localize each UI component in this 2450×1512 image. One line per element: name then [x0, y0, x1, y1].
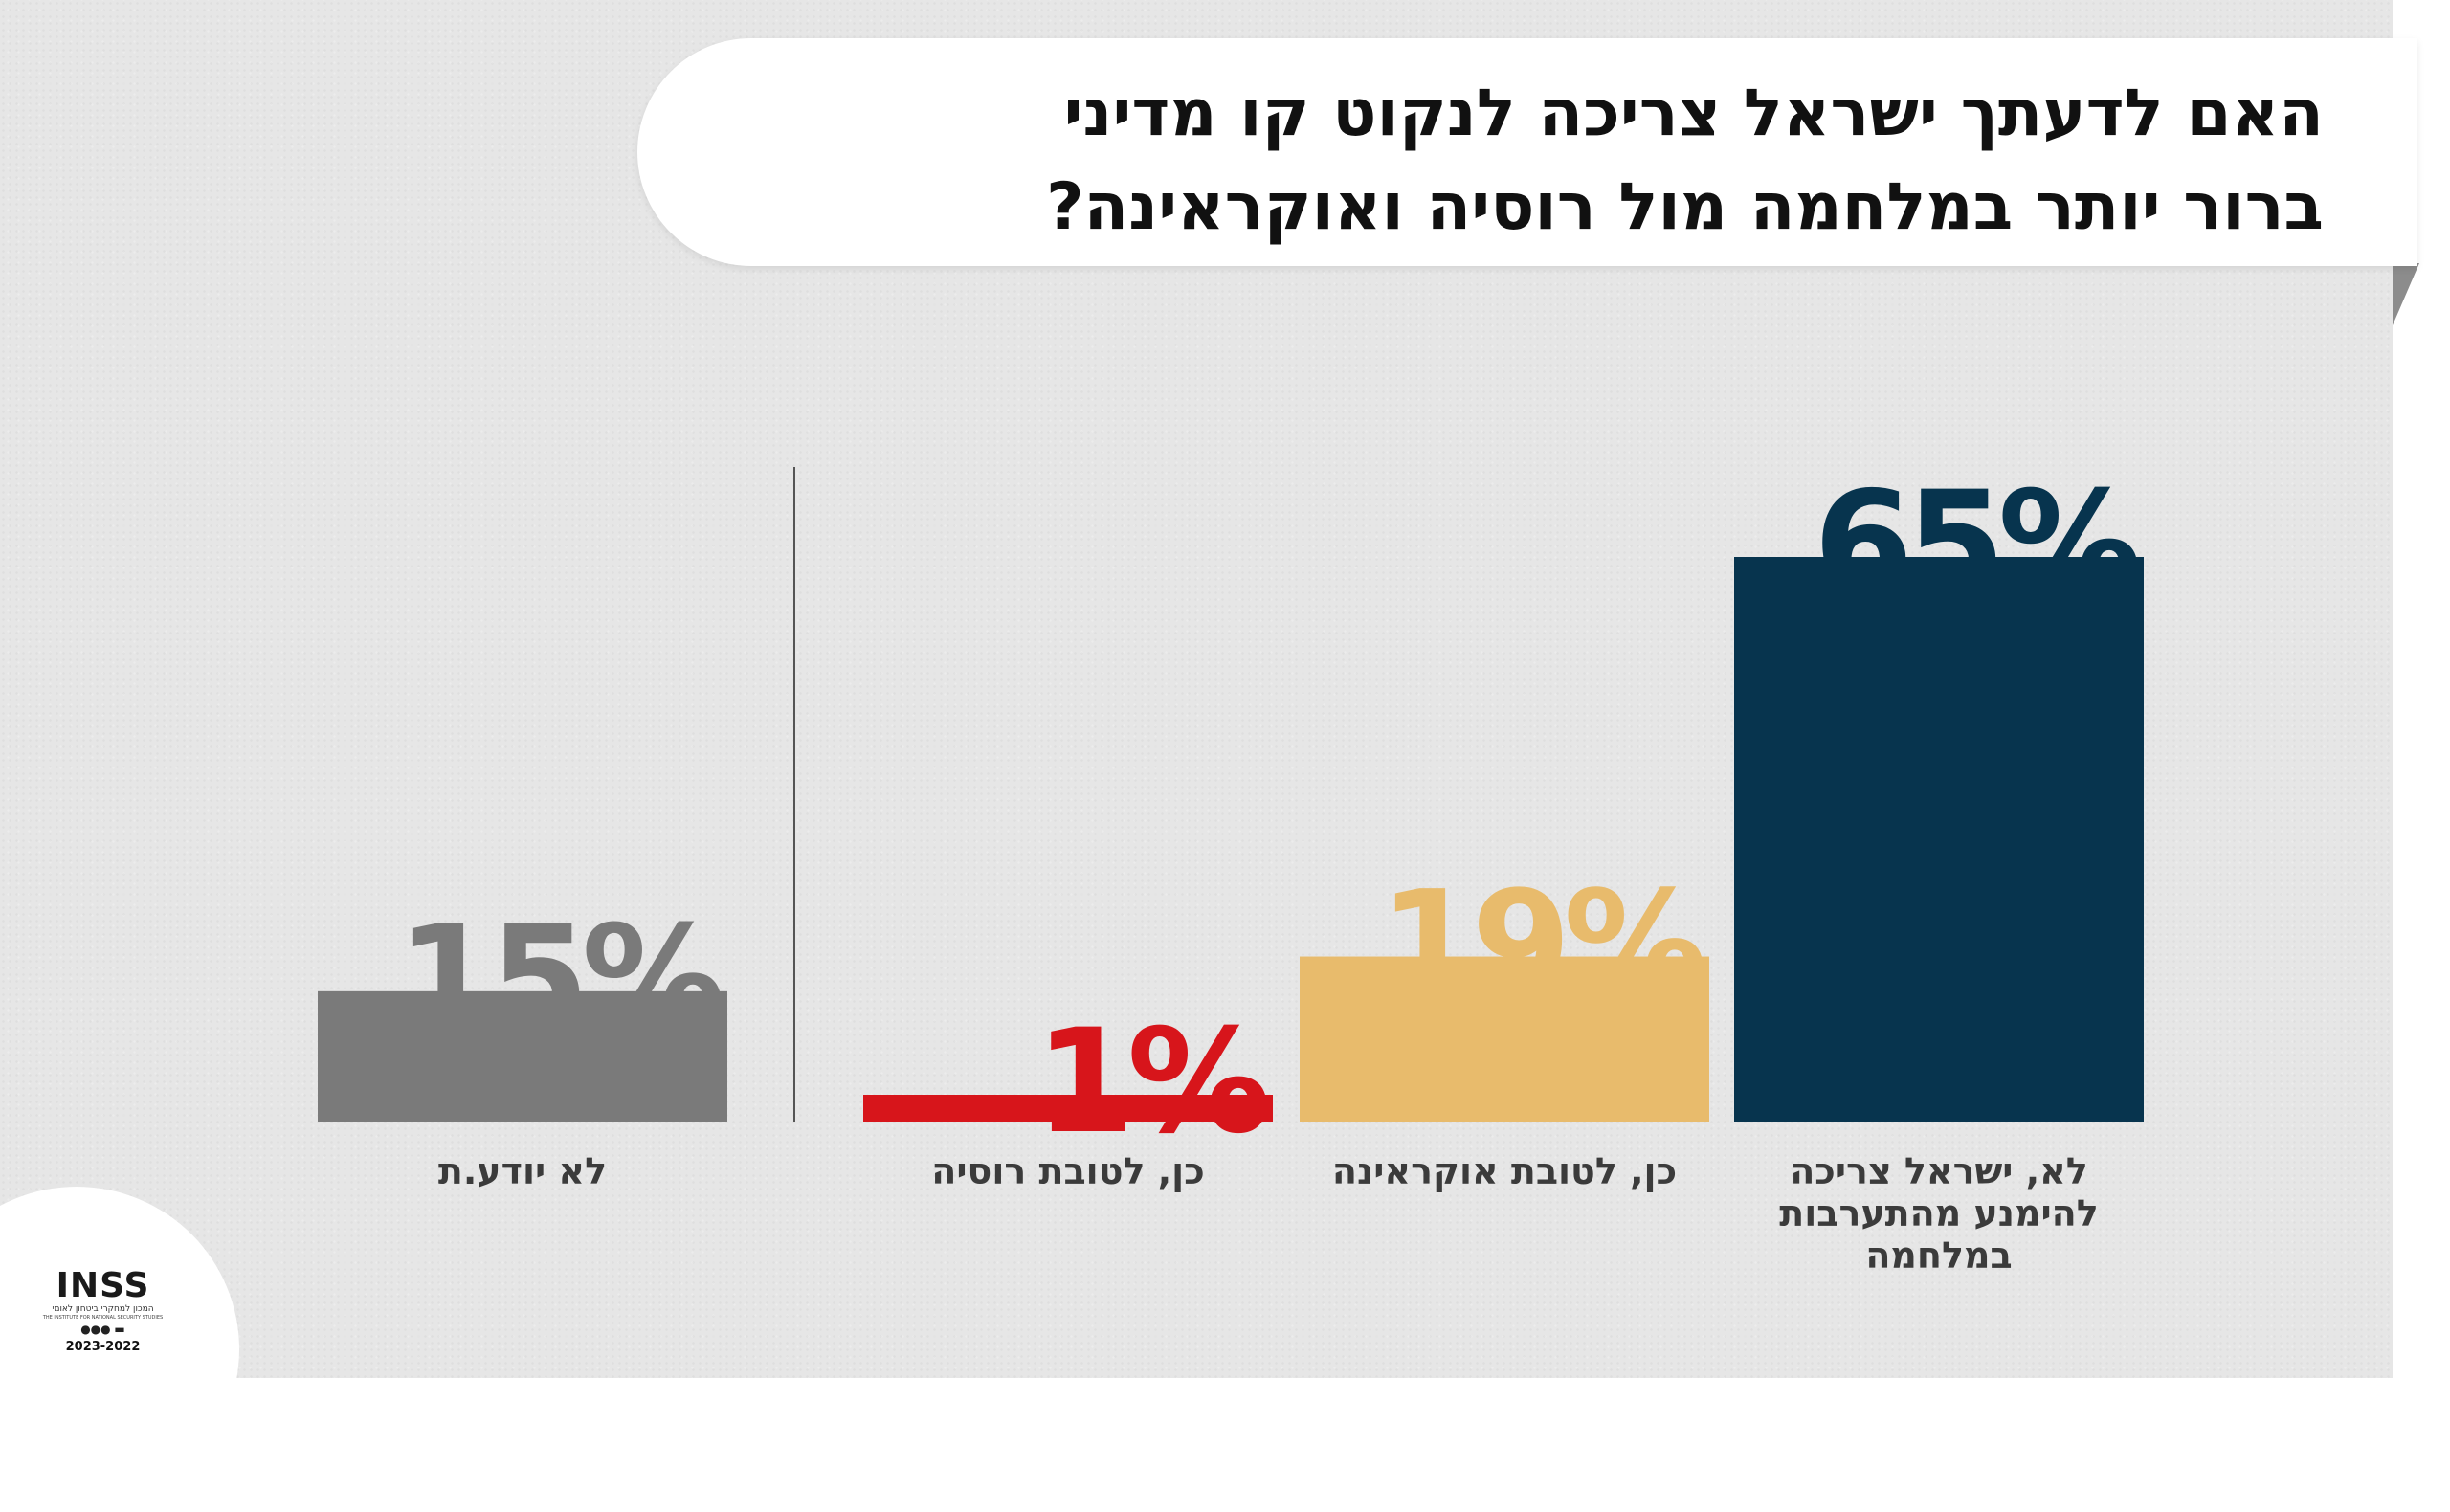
logo-years: 2023-2022: [65, 1340, 141, 1354]
page-fold-corner: [2393, 263, 2419, 325]
bar-chart-svg: 65%19%1%15%: [318, 461, 2146, 1166]
bar: [863, 1095, 1273, 1122]
category-label: כן, לטובת רוסיה: [931, 1150, 1205, 1192]
category-label: לא יודע.ת: [437, 1150, 608, 1192]
title-banner: האם לדעתך ישראל צריכה לנקוט קו מדיני ברו…: [637, 38, 2417, 266]
chart-title: האם לדעתך ישראל צריכה לנקוט קו מדיני ברו…: [1046, 76, 2324, 245]
bar: [1300, 956, 1709, 1122]
bar: [1734, 557, 2144, 1122]
logo-partner-icons: ●●● ▬: [80, 1323, 125, 1336]
category-label: לא, ישראל צריכה להימנע מהתערבות במלחמה: [1779, 1150, 2099, 1277]
bar: [318, 990, 727, 1122]
logo-subtitle: המכון למחקרי ביטחון לאומי: [52, 1304, 154, 1314]
category-label: כן, לטובת אוקראינה: [1331, 1150, 1678, 1192]
bar-chart: 65% 19% 1% 15%: [318, 461, 2146, 1166]
bar-value-label: 1%: [1035, 999, 1266, 1166]
logo-wordmark: INSS: [56, 1266, 150, 1305]
logo-subtitle-en: THE INSTITUTE FOR NATIONAL SECURITY STUD…: [42, 1315, 164, 1321]
inss-logo: INSS המכון למחקרי ביטחון לאומי THE INSTI…: [38, 1266, 167, 1355]
